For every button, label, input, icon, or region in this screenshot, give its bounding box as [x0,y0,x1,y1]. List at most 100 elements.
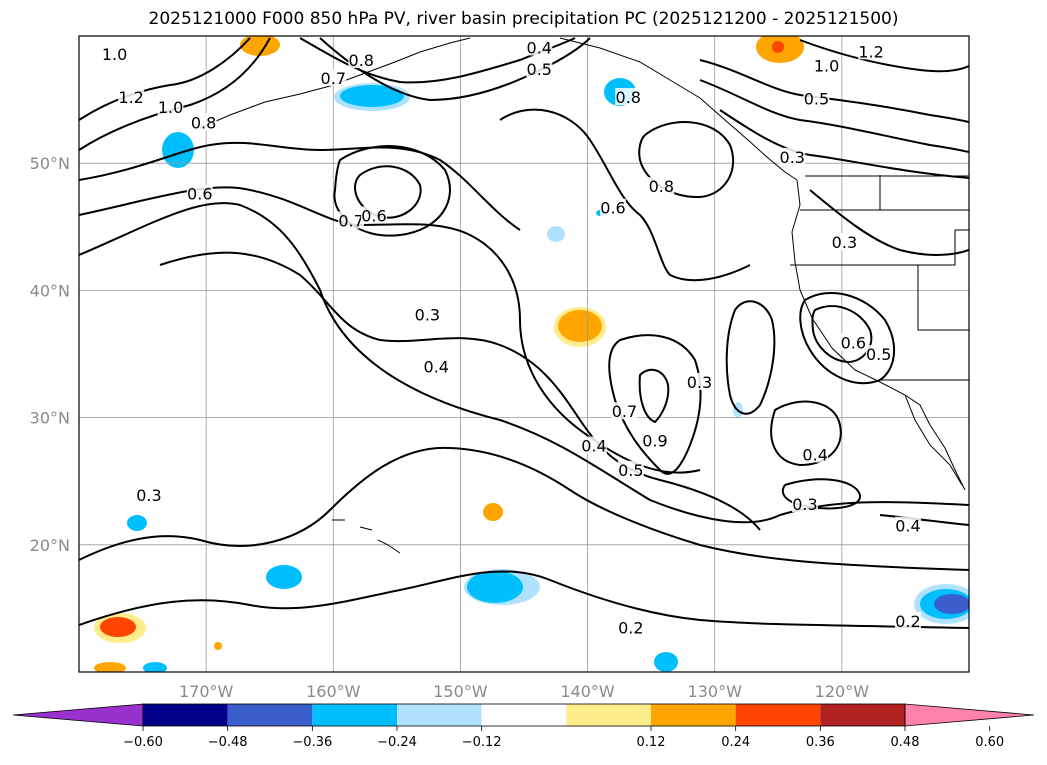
colorbar-box [735,704,821,726]
contour-label: 0.5 [804,89,829,108]
contour-label-bg [414,305,441,323]
colorbar-tick-label: −0.36 [292,735,332,750]
contour-label-bg [600,198,626,216]
longitude-labels: 170°W 160°W 150°W 140°W 130°W 120°W [179,682,869,701]
pv-contour [809,189,969,256]
lat-label: 50°N [30,154,70,173]
contour-label-bg [617,618,644,636]
contour-label-bg [526,60,553,78]
contour-label: 0.7 [612,402,637,421]
contour-label: 0.3 [136,486,161,505]
precip-patch-negative [127,515,147,531]
contour-label: 1.2 [858,42,883,61]
contour-label-bg [617,460,644,478]
contour-label: 0.2 [895,612,920,631]
contour-label: 0.8 [616,88,641,107]
colorbar-max-extend [904,703,1035,727]
precip-patch-positive [94,662,126,672]
coastlines [199,37,969,554]
contour-label: 0.6 [361,206,386,225]
contour-label: 1.0 [102,45,127,64]
hawaii-islands [332,519,401,554]
contour-label-bg [348,51,375,69]
colorbar-min-extend [12,703,144,727]
contour-label-bg [190,113,217,131]
colorbar-outline [142,703,906,727]
contour-label-bg [803,89,830,107]
precip-patch-negative [162,132,194,168]
contour-label: 0.4 [424,358,449,377]
contour-label-bg [320,68,347,86]
contour-label-bg [423,357,450,375]
colorbar-tick-label: 0.12 [637,735,666,750]
lat-label: 30°N [30,409,70,428]
contour-label: 0.5 [527,60,552,79]
contour-label: 0.3 [780,148,805,167]
pv-contour [699,59,969,123]
contour-label: 0.4 [527,38,552,57]
map-content: 1.01.21.00.80.60.80.70.40.50.70.60.80.80… [79,36,969,672]
contour-label-bg [360,206,387,224]
pv-contour [79,570,969,629]
precip-patch-negative [547,226,565,242]
lon-label: 170°W [179,682,234,701]
contour-label: 0.5 [866,345,891,364]
contour-label-bg [615,88,642,106]
contour-label: 0.7 [321,69,346,88]
colorbar-box [397,704,482,726]
pv-contour [79,37,271,151]
contour-label-bg [813,56,840,74]
figure-title: 2025121000 F000 850 hPa PV, river basin … [148,9,899,29]
contour-label-bg [831,233,858,251]
precip-patch-negative [654,652,678,672]
latitude-labels: 50°N 40°N 30°N 20°N [30,154,70,555]
lon-label: 140°W [560,682,615,701]
contour-label: 0.3 [415,306,440,325]
contour-label: 0.4 [581,437,606,456]
colorbar-box [651,704,736,726]
pv-contour [699,79,969,153]
state-border-or-ca [790,229,969,266]
contour-label-bg [865,345,892,362]
contour-label-bg [338,211,365,229]
contour-label-bg [118,88,145,106]
precip-patch-strong-negative [934,594,969,614]
contour-label: 0.2 [618,618,643,637]
pv-contour [770,400,842,467]
contour-label: 0.7 [338,211,363,230]
contour-label: 0.9 [642,431,667,450]
colorbar-tick-label: 0.36 [806,735,835,750]
contour-label-bg [802,445,829,463]
contour-label-bg [840,333,867,351]
contour-label-bg [858,42,885,60]
pv-contour [725,300,776,415]
graticule [79,36,969,672]
pv-contour [638,121,735,199]
precip-patch-strong-positive [100,617,136,637]
precip-patch-negative [143,662,167,672]
colorbar-tick-label: −0.24 [377,735,417,750]
pv-contour [79,202,969,524]
colorbar-box [143,704,228,726]
contour-label: 1.0 [814,56,839,75]
lat-label: 40°N [30,281,70,300]
colorbar: −0.60 −0.48 −0.36 −0.24 −0.12 0.12 0.24 0.36 0.4… [12,703,1035,750]
colorbar-tick-label: 0.60 [975,735,1004,750]
contour-label-bg [779,147,806,165]
contour-label: 0.3 [687,373,712,392]
precip-patch-strong-positive [772,41,784,53]
colorbar-boxes [12,703,1035,727]
lon-label: 150°W [433,682,488,701]
colorbar-box [312,704,397,726]
contour-label-bg [157,98,184,116]
contour-label: 0.8 [191,113,216,132]
contour-label-bg [580,436,607,454]
contour-label-bg [135,486,162,504]
contour-label: 0.4 [895,517,920,536]
contour-label-bg [648,177,675,195]
contour-label: 0.3 [792,495,817,514]
contour-label: 0.5 [618,461,643,480]
contour-label: 0.4 [802,445,827,464]
contour-label-bg [791,495,818,513]
contour-label-bg [526,38,553,56]
